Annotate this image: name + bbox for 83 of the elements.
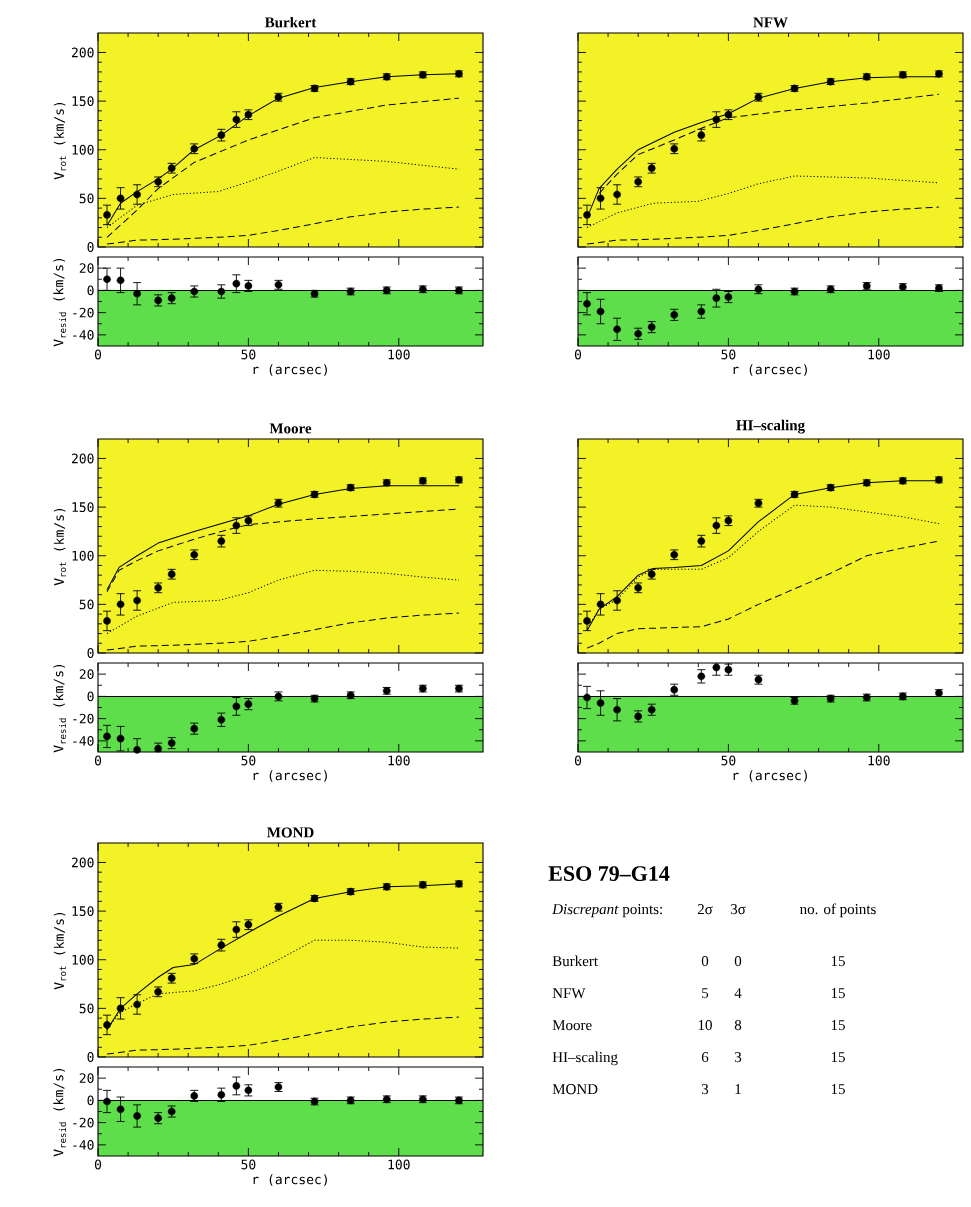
text: Moore [552, 1020, 592, 1031]
text: 6 [701, 1052, 709, 1063]
text: 3σ [730, 904, 746, 915]
x-axis-title: r (arcsec) [733, 364, 807, 376]
text: no. of points [800, 903, 876, 918]
text: NFW [552, 988, 586, 999]
y-tick-label: 0 [87, 1095, 94, 1106]
y-tick-label: 0 [87, 285, 94, 296]
y-tick-label: 100 [72, 550, 94, 561]
text: V$_{rot}$ (km/s) [53, 102, 67, 180]
y-tick-label: 100 [72, 144, 94, 155]
text: ESO 79–G14 [548, 866, 670, 881]
text: 3 [734, 1052, 742, 1063]
y-tick-label: 150 [72, 502, 94, 513]
text: 0 [701, 956, 709, 967]
x-tick-label: 50 [241, 349, 256, 360]
x-tick-label: 100 [868, 755, 890, 766]
text: V$_{resid}$ (km/s) [53, 258, 67, 347]
y-tick-label: 200 [71, 857, 94, 868]
x-tick-label: 50 [721, 755, 736, 766]
x-tick-label: 0 [94, 1159, 102, 1170]
text: 3 [701, 1084, 709, 1095]
x-axis-title: r (arcsec) [733, 770, 807, 782]
text: V$_{rot}$ (km/s) [53, 912, 67, 990]
chart-title: MOND [267, 827, 314, 838]
chart-title: Burkert [264, 16, 317, 28]
y-tick-label: -40 [73, 329, 94, 340]
chart-title: Moore [269, 423, 312, 434]
text: HI–scaling [552, 1051, 618, 1066]
y-tick-label: 0 [87, 1052, 94, 1062]
text: 1 [735, 1084, 741, 1095]
text: 2σ [697, 904, 713, 915]
text: V$_{resid}$ (km/s) [53, 664, 67, 753]
x-tick-label: 0 [574, 755, 582, 766]
y-tick-label: 20 [79, 1073, 94, 1084]
text: 5 [702, 988, 709, 999]
x-tick-label: 100 [868, 349, 890, 360]
text: Discrepant points: [552, 904, 662, 918]
y-tick-label: -20 [73, 1117, 94, 1128]
text: 15 [831, 1020, 845, 1031]
y-tick-label: 100 [72, 954, 94, 965]
y-tick-label: 50 [79, 1003, 94, 1014]
y-tick-label: -40 [73, 735, 94, 746]
text: MOND [552, 1084, 598, 1095]
chart-title: HI–scaling [736, 419, 805, 434]
y-tick-label: -20 [73, 713, 94, 724]
text: V$_{resid}$ (km/s) [53, 1068, 67, 1157]
text: 15 [831, 1052, 845, 1063]
x-tick-label: 0 [94, 755, 102, 766]
text: 0 [734, 956, 742, 967]
x-axis-title: r (arcsec) [253, 770, 327, 782]
y-tick-label: -40 [73, 1139, 94, 1150]
y-tick-label: 50 [79, 193, 94, 204]
y-tick-label: 20 [79, 669, 94, 680]
y-tick-label: 0 [87, 648, 94, 658]
text: 8 [734, 1020, 742, 1031]
y-tick-label: -20 [73, 307, 94, 318]
x-tick-label: 100 [388, 1159, 410, 1170]
y-tick-label: 50 [79, 599, 94, 610]
text: 4 [734, 988, 742, 999]
x-tick-label: 50 [721, 349, 736, 360]
y-tick-label: 150 [72, 906, 94, 917]
text: V$_{rot}$ (km/s) [53, 508, 67, 586]
x-tick-label: 50 [241, 755, 256, 766]
x-tick-label: 100 [388, 349, 410, 360]
text: 15 [831, 1084, 845, 1095]
y-tick-label: 200 [71, 453, 94, 464]
x-tick-label: 100 [388, 755, 410, 766]
text: 15 [831, 988, 845, 999]
chart-title: NFW [753, 17, 788, 28]
y-tick-label: 0 [87, 691, 94, 702]
x-tick-label: 0 [574, 349, 582, 360]
x-tick-label: 0 [94, 349, 102, 360]
y-tick-label: 0 [87, 242, 94, 252]
y-tick-label: 200 [71, 47, 94, 58]
y-tick-label: 20 [79, 263, 94, 274]
x-axis-title: r (arcsec) [253, 1174, 327, 1186]
text: 15 [831, 956, 845, 967]
x-axis-title: r (arcsec) [253, 364, 327, 376]
text: Burkert [552, 955, 598, 967]
y-tick-label: 150 [72, 96, 94, 107]
text: 10 [698, 1020, 712, 1031]
x-tick-label: 50 [241, 1159, 256, 1170]
